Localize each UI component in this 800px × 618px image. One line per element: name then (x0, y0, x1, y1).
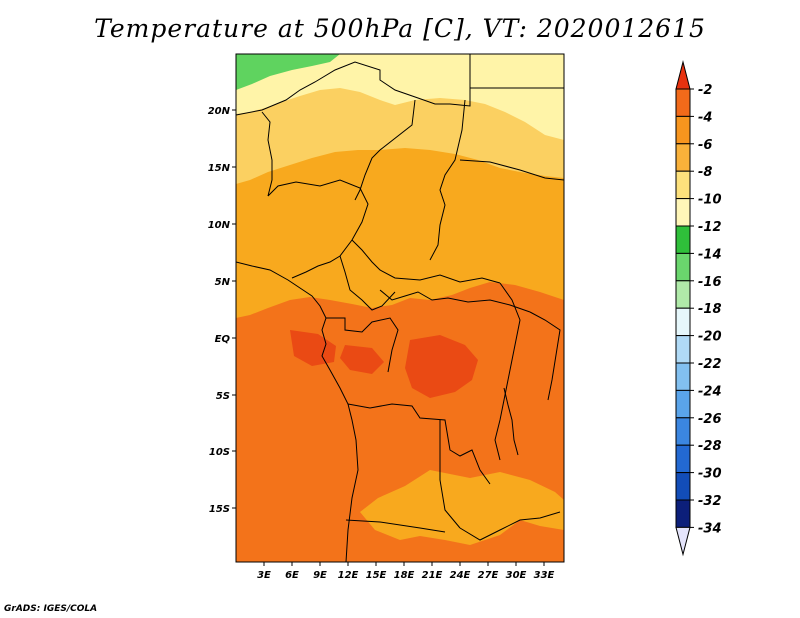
field-yellow-region (236, 54, 564, 140)
x-tick-label: 30E (506, 570, 527, 581)
colorbar-label: -30 (698, 467, 722, 482)
field-warm-core (405, 335, 478, 398)
y-tick-label: EQ (215, 334, 231, 345)
border-kenya-uganda (529, 311, 561, 401)
border-saharan-north (236, 54, 471, 116)
axis-tick-marks (232, 109, 545, 566)
colorbar-label: -20 (698, 330, 722, 345)
colorbar-segment (675, 115, 691, 145)
colorbar-segment (675, 472, 691, 501)
chart-title: Temperature at 500hPa [C], VT: 202001261… (94, 14, 706, 43)
colorbar-label: -10 (698, 193, 722, 208)
border-niger-chad (354, 99, 416, 201)
colorbar-label: -16 (698, 275, 722, 290)
colorbar-segment (675, 389, 691, 419)
border-sudan-south (459, 159, 564, 181)
colorbar-segment (675, 499, 691, 528)
country-borders (236, 54, 564, 562)
border-chad-sudan (429, 99, 466, 261)
y-tick-label: 20N (208, 106, 231, 117)
colorbar-segment (675, 307, 691, 337)
border-mali-niger (261, 111, 273, 197)
x-tick-label: 27E (478, 570, 499, 581)
x-tick-label: 18E (394, 570, 415, 581)
colorbar-bottom-arrow (675, 526, 691, 557)
x-tick-label: 9E (313, 570, 327, 581)
colorbar-label: -24 (698, 384, 722, 399)
colorbar-label: -22 (698, 357, 722, 372)
x-tick-label: 24E (450, 570, 471, 581)
colorbar-segment (675, 170, 691, 200)
credit-label: GrADS: IGES/COLA (4, 604, 98, 614)
temperature-field (236, 54, 564, 562)
colorbar-segment (675, 225, 691, 254)
colorbar-label: -4 (698, 110, 712, 125)
coastline-west-africa (236, 261, 359, 562)
field-warm-core-central (340, 345, 384, 374)
colorbar-segment (675, 143, 691, 172)
field-green-region (236, 54, 340, 90)
map-frame (235, 53, 565, 563)
border-zambia-south (459, 511, 561, 541)
border-east-africa (494, 282, 521, 461)
y-tick-label: 10S (209, 447, 230, 458)
colorbar-segment (675, 362, 691, 391)
border-car-drc (379, 289, 531, 313)
colorbar-segment (675, 280, 691, 309)
colorbar-label: -12 (698, 220, 722, 235)
colorbar-label: -32 (698, 494, 722, 509)
lake-tanganyika (503, 387, 519, 456)
colorbar-label: -2 (698, 83, 712, 98)
x-tick-label: 33E (534, 570, 555, 581)
x-tick-label: 12E (338, 570, 359, 581)
colorbar-segment (675, 198, 691, 227)
colorbar-label: -8 (698, 165, 712, 180)
y-tick-label: 15S (209, 504, 230, 515)
border-nigeria (267, 179, 369, 279)
border-chad-car (351, 239, 501, 284)
colorbar-segment (675, 417, 691, 446)
y-tick-label: 15N (208, 163, 231, 174)
x-tick-label: 15E (366, 570, 387, 581)
colorbar-segment (675, 444, 691, 474)
y-axis-labels: 20N 15N 10N 5N EQ 5S 10S 15S (208, 106, 231, 515)
colorbar-segment (675, 252, 691, 282)
colorbar: -2 -4 -6 -8 -10 -12 -14 -16 -18 -20 -22 -24 -26 -28 -3… (675, 60, 722, 557)
border-cameroon (339, 255, 396, 311)
x-tick-label: 21E (422, 570, 443, 581)
y-tick-label: 10N (208, 220, 231, 231)
colorbar-label: -28 (698, 439, 722, 454)
colorbar-top-arrow (675, 60, 691, 90)
x-axis-labels: 3E 6E 9E 12E 15E 18E 21E 24E 27E 30E 33E (257, 570, 554, 581)
colorbar-label: -6 (698, 138, 712, 153)
y-tick-label: 5S (216, 391, 230, 402)
x-tick-label: 6E (285, 570, 299, 581)
colorbar-label: -34 (698, 521, 722, 536)
border-drc-angola (347, 403, 491, 485)
colorbar-segment (675, 335, 691, 364)
border-gabon-congo (326, 317, 399, 373)
colorbar-label: -14 (698, 247, 722, 262)
colorbar-label: -26 (698, 412, 722, 427)
x-tick-label: 3E (257, 570, 271, 581)
colorbar-label: -18 (698, 302, 722, 317)
border-namibia (345, 519, 446, 533)
y-tick-label: 5N (215, 277, 231, 288)
colorbar-segment (675, 88, 691, 117)
border-angola-zambia (439, 420, 461, 529)
